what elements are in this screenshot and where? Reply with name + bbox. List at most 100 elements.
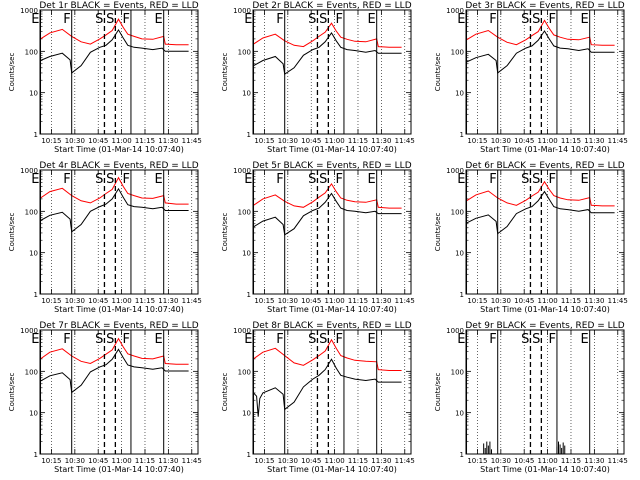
marker-label: S	[319, 172, 327, 187]
chart-title: Det 8r BLACK = Events, RED = LLD	[252, 321, 411, 331]
x-tick-label: 11:00	[538, 297, 558, 305]
series-line-events	[466, 30, 615, 74]
marker-label: E	[457, 332, 465, 347]
marker-label: E	[580, 172, 588, 187]
marker-label: F	[489, 172, 496, 187]
marker-label: F	[276, 172, 283, 187]
chart-title: Det 5r BLACK = Events, RED = LLD	[252, 161, 411, 171]
plot-frame	[39, 9, 199, 135]
marker-label: F	[335, 12, 342, 27]
x-tick-label: 10:30	[278, 457, 298, 465]
x-tick-label: 11:15	[135, 137, 155, 145]
x-tick-label: 10:15	[41, 457, 61, 465]
y-tick-label: 1000	[20, 7, 38, 15]
y-tick-label: 1000	[20, 327, 38, 335]
y-tick-label: 100	[25, 368, 38, 376]
y-tick-label: 100	[238, 368, 251, 376]
x-axis-label: Start Time (01-Mar-14 10:07:40)	[54, 305, 184, 314]
x-tick-label: 11:00	[325, 457, 345, 465]
y-tick-label: 10	[29, 410, 38, 418]
marker-label: S	[308, 12, 316, 27]
y-tick-label: 10	[242, 250, 251, 258]
y-axis-label: Counts/sec	[221, 213, 229, 252]
x-tick-label: 11:30	[371, 457, 391, 465]
marker-label: S	[106, 12, 114, 27]
y-tick-label: 1	[247, 291, 251, 299]
x-tick-label: 11:45	[182, 137, 202, 145]
x-axis-label: Start Time (01-Mar-14 10:07:40)	[267, 145, 397, 154]
x-tick-label: 11:00	[325, 137, 345, 145]
marker-label: S	[106, 332, 114, 347]
marker-label: S	[319, 332, 327, 347]
marker-label: E	[367, 172, 375, 187]
marker-label: F	[63, 12, 70, 27]
chart-title: Det 4r BLACK = Events, RED = LLD	[39, 161, 198, 171]
marker-label: S	[532, 332, 540, 347]
chart-panel: Det 8r BLACK = Events, RED = LLD 1 10 100 10…	[221, 321, 415, 474]
marker-label: S	[532, 172, 540, 187]
plot-frame	[252, 169, 412, 295]
chart-title: Det 1r BLACK = Events, RED = LLD	[39, 1, 198, 11]
x-tick-label: 10:15	[254, 457, 274, 465]
y-tick-label: 10	[455, 90, 464, 98]
series-line-events	[40, 28, 189, 74]
y-tick-label: 100	[25, 48, 38, 56]
x-tick-label: 10:45	[514, 457, 534, 465]
marker-label: F	[548, 332, 555, 347]
x-axis-label: Start Time (01-Mar-14 10:07:40)	[480, 145, 610, 154]
x-tick-label: 11:15	[348, 457, 368, 465]
marker-label: E	[244, 12, 252, 27]
marker-label: F	[122, 12, 129, 27]
x-tick-label: 10:45	[88, 457, 108, 465]
y-tick-label: 1	[460, 131, 464, 139]
y-tick-label: 1000	[233, 7, 251, 15]
marker-label: F	[548, 12, 555, 27]
marker-label: S	[95, 172, 103, 187]
x-tick-label: 10:45	[301, 137, 321, 145]
series-line-events	[253, 192, 402, 236]
plot-frame	[39, 169, 199, 295]
x-tick-label: 10:45	[301, 297, 321, 305]
x-tick-label: 11:15	[135, 297, 155, 305]
x-tick-label: 10:45	[88, 137, 108, 145]
y-tick-label: 1	[247, 451, 251, 459]
x-tick-label: 11:45	[608, 457, 628, 465]
series-line-events	[40, 348, 189, 394]
marker-label: F	[276, 332, 283, 347]
chart-panel: Det 6r BLACK = Events, RED = LLD 1 10 100 10…	[434, 161, 628, 314]
x-tick-label: 10:30	[491, 297, 511, 305]
y-tick-label: 1000	[446, 7, 464, 15]
x-tick-label: 10:30	[491, 457, 511, 465]
plot-frame	[252, 329, 412, 455]
y-tick-label: 1000	[446, 167, 464, 175]
x-tick-label: 11:30	[584, 137, 604, 145]
chart-panel: Det 2r BLACK = Events, RED = LLD 1 10 100 10…	[221, 1, 415, 154]
y-tick-label: 100	[451, 368, 464, 376]
x-tick-label: 11:45	[182, 457, 202, 465]
x-tick-label: 11:45	[395, 137, 415, 145]
chart-panel: Det 9r BLACK = Events, RED = LLD 1 10 100 10…	[434, 321, 628, 474]
y-tick-label: 1	[34, 131, 38, 139]
series-line-events	[253, 358, 402, 417]
marker-label: E	[244, 332, 252, 347]
x-tick-label: 11:00	[112, 457, 132, 465]
marker-label: F	[276, 12, 283, 27]
marker-label: E	[154, 332, 162, 347]
x-tick-label: 11:15	[561, 137, 581, 145]
x-tick-label: 10:15	[467, 137, 487, 145]
x-tick-label: 11:15	[348, 137, 368, 145]
series-line-lld	[253, 182, 402, 209]
y-tick-label: 1	[460, 291, 464, 299]
series-line-events	[253, 31, 402, 76]
marker-label: E	[367, 12, 375, 27]
plot-frame	[39, 329, 199, 455]
marker-label: S	[532, 12, 540, 27]
y-axis-label: Counts/sec	[8, 213, 16, 252]
x-axis-label: Start Time (01-Mar-14 10:07:40)	[54, 145, 184, 154]
series-line-events	[466, 190, 615, 235]
marker-label: S	[521, 12, 529, 27]
x-tick-label: 11:30	[371, 137, 391, 145]
marker-label: E	[367, 332, 375, 347]
x-tick-label: 10:15	[467, 457, 487, 465]
x-tick-label: 10:45	[514, 297, 534, 305]
